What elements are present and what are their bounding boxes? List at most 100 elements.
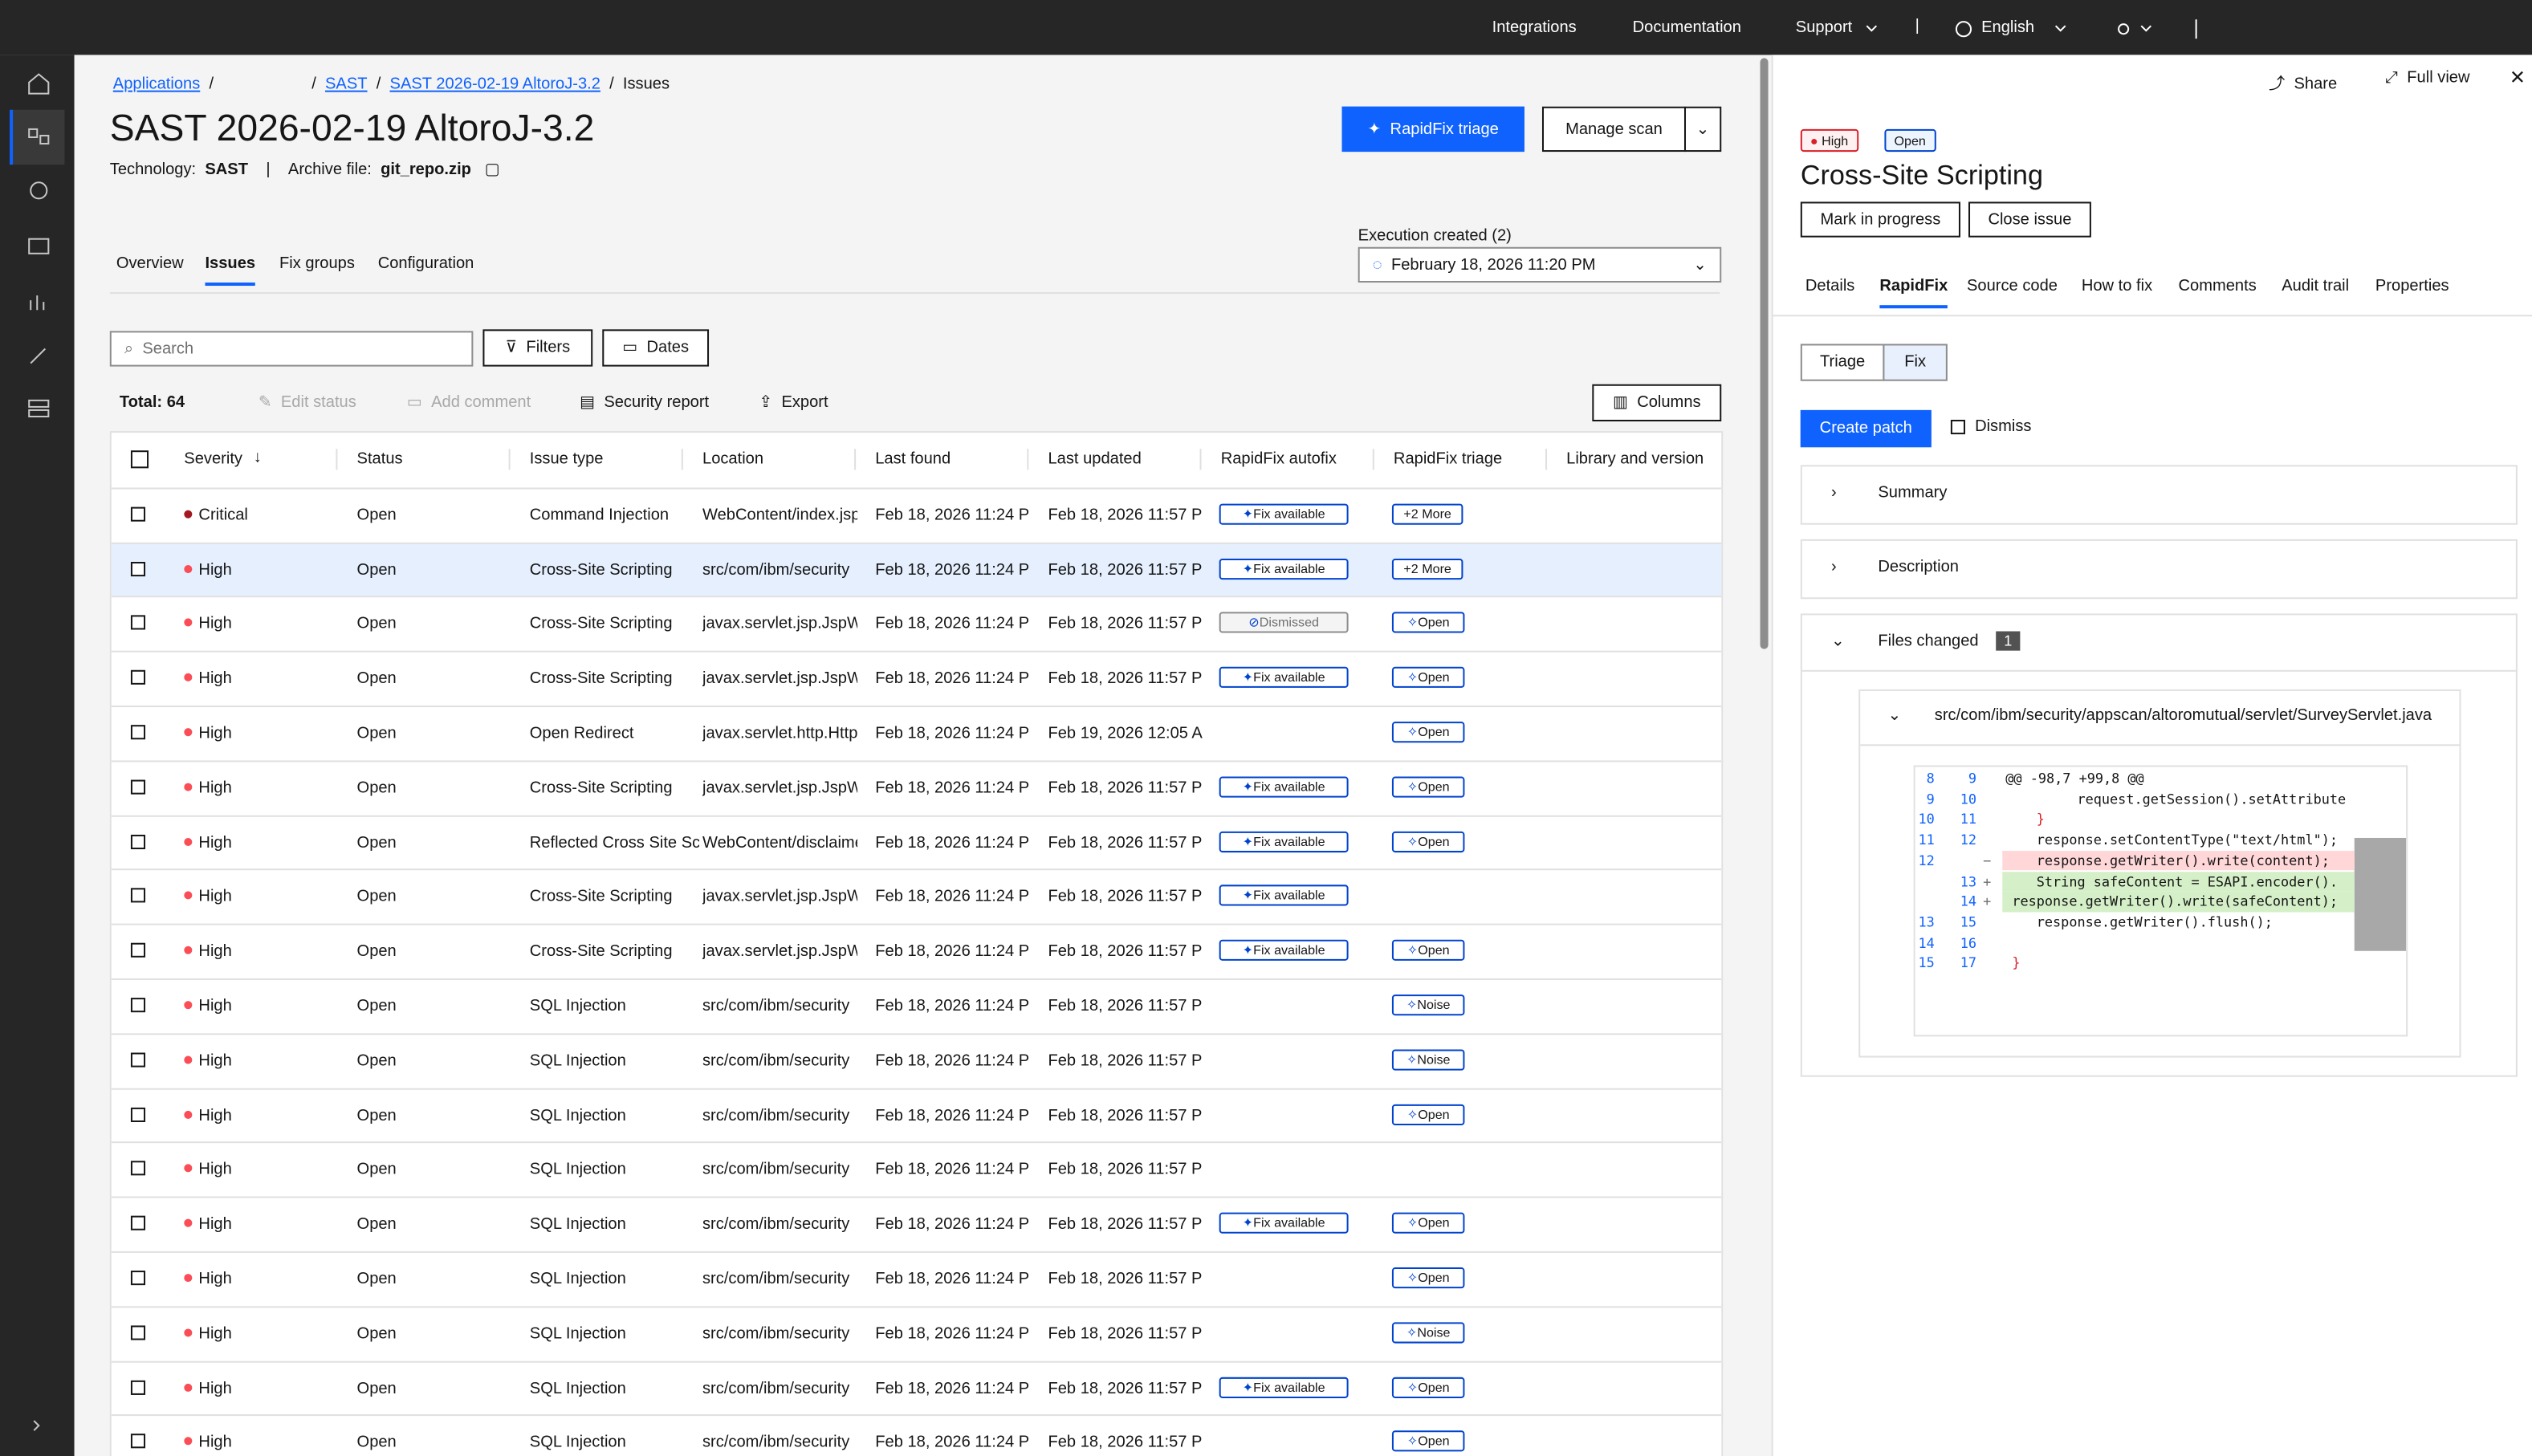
checkbox[interactable] (130, 1325, 146, 1340)
breadcrumb-link[interactable]: SAST (325, 75, 368, 94)
tab[interactable]: Properties (2375, 277, 2449, 296)
tag-text: Fix available (1253, 943, 1325, 958)
column-divider (1027, 449, 1029, 470)
tab[interactable]: Source code (1967, 277, 2058, 296)
table-row[interactable] (111, 868, 1722, 924)
nav-link[interactable]: English (1981, 19, 2035, 38)
filters-button[interactable]: ⊽ Filters (482, 329, 593, 367)
search-input[interactable]: ⌕ Search (109, 331, 474, 367)
column-header[interactable]: Last updated (1048, 450, 1142, 469)
security-report[interactable]: ▤ Security report (580, 393, 710, 412)
close[interactable]: ✕ (2509, 66, 2526, 89)
side-nav-icons[interactable] (26, 71, 51, 1444)
full-view[interactable]: ⤢ Full view (2384, 69, 2470, 87)
checkbox[interactable] (130, 450, 149, 469)
checkbox[interactable] (130, 1052, 146, 1068)
accordion-title: Summary (1878, 484, 1948, 502)
column-header[interactable]: Location (702, 450, 764, 469)
tag-text: Fix available (1253, 1216, 1325, 1231)
breadcrumb-link[interactable]: Applications (112, 75, 201, 94)
columns-button[interactable]: ▥ Columns (1592, 384, 1722, 422)
diff-highlight (2002, 891, 2355, 913)
tab[interactable]: How to fix (2081, 277, 2153, 296)
cell: SQL Injection (529, 1161, 626, 1180)
old-line-number: 9 (1926, 791, 1935, 807)
column-header[interactable]: RapidFix triage (1393, 450, 1503, 469)
checkbox[interactable] (130, 943, 146, 958)
code-line: response.getWriter().flush(); (2012, 913, 2273, 930)
execution-dropdown[interactable]: ◌ February 18, 2026 11:20 PM ⌄ (1358, 246, 1722, 283)
tab-active[interactable]: Issues (205, 255, 256, 287)
column-header[interactable]: Library and version (1566, 450, 1704, 469)
sort-icon[interactable]: ↓ (253, 449, 262, 467)
checkbox[interactable] (130, 670, 146, 685)
tab[interactable]: Comments (2178, 277, 2257, 296)
checkbox[interactable] (130, 506, 146, 522)
checkbox[interactable] (130, 998, 146, 1013)
column-header[interactable]: Severity (184, 450, 242, 469)
tab-active[interactable]: RapidFix (1879, 278, 1948, 309)
nav-link[interactable]: Documentation (1632, 19, 1741, 38)
accordion-open: ⌄ Files changed 1 ⌄ src/com/ibm/security… (1800, 613, 2518, 1077)
cell: Feb 18, 2026 11:57 PM (1048, 1271, 1203, 1289)
checkbox[interactable] (130, 779, 146, 795)
dates-button[interactable]: ▭ Dates (602, 329, 710, 367)
nav-link[interactable]: Integrations (1492, 19, 1577, 38)
column-header[interactable]: Status (356, 450, 403, 469)
checkbox[interactable] (130, 1161, 146, 1177)
status-tag: +2 More (1391, 558, 1463, 580)
checkbox[interactable] (130, 834, 146, 849)
checkbox[interactable] (130, 889, 146, 904)
status-tag: ✧ Open (1391, 722, 1465, 743)
column-header[interactable]: RapidFix autofix (1220, 450, 1337, 469)
checkbox[interactable] (130, 1107, 146, 1122)
mark-in-progress-button[interactable]: Mark in progress (1800, 201, 1960, 238)
severity-dot (184, 564, 193, 573)
tab[interactable]: Audit trail (2282, 277, 2350, 296)
tab[interactable]: Fix groups (279, 254, 355, 273)
export[interactable]: ⇪ Export (759, 393, 828, 412)
cell: javax.servlet.jsp.JspWriter (702, 889, 857, 907)
checkbox[interactable] (130, 725, 146, 740)
create-patch-button[interactable]: Create patch (1800, 409, 1932, 448)
close-issue-button[interactable]: Close issue (1968, 201, 2091, 238)
diff-highlight (2002, 850, 2355, 872)
checkbox[interactable] (130, 1380, 146, 1395)
old-line-number: 8 (1926, 770, 1935, 787)
tag-icon: ✦ (1242, 506, 1254, 522)
manage-scan-menu[interactable]: ⌄ (1683, 106, 1722, 153)
breadcrumb-link[interactable]: SAST 2026-02-19 AltoroJ-3.2 (389, 75, 600, 94)
code-line: response.getWriter().write(content); (2012, 852, 2330, 868)
manage-scan-button[interactable]: Manage scan (1541, 106, 1687, 153)
tag-text: High (1822, 132, 1849, 148)
chevron[interactable]: ⌄ (1831, 632, 1845, 651)
column-header[interactable]: Last found (875, 450, 951, 469)
checkbox[interactable] (130, 561, 146, 576)
accordion[interactable]: › Summary (1800, 465, 2518, 525)
checkbox[interactable] (130, 1434, 146, 1450)
cell: SQL Injection (529, 1052, 626, 1071)
tab[interactable]: Overview (116, 254, 184, 273)
column-divider (336, 449, 338, 470)
breadcrumb-link[interactable]: Applications / (112, 75, 214, 94)
checkbox[interactable] (130, 1271, 146, 1286)
nav-link[interactable]: Support (1795, 19, 1853, 38)
table-row[interactable] (111, 1141, 1722, 1197)
tab[interactable]: Configuration (377, 254, 474, 273)
side-nav-active[interactable] (10, 109, 65, 165)
rapidfix-triage-button[interactable]: ✦ RapidFix triage (1341, 106, 1524, 153)
accordion[interactable]: › Description (1800, 539, 2518, 600)
tag-text: Noise (1417, 998, 1451, 1013)
cell: Feb 18, 2026 11:24 PM (875, 1052, 1031, 1071)
triage-toggle[interactable]: Triage (1800, 344, 1885, 381)
checkbox[interactable] (1950, 419, 1965, 435)
fix-toggle[interactable]: Fix (1883, 344, 1948, 381)
share[interactable]: ⤴ Share (2269, 75, 2338, 94)
cell: Open (356, 889, 397, 907)
checkbox[interactable] (130, 1216, 146, 1231)
tab[interactable]: Details (1805, 277, 1855, 296)
chevron[interactable]: ⌄ (1887, 707, 1902, 726)
column-header[interactable]: Issue type (529, 450, 604, 469)
column-divider (854, 449, 857, 470)
checkbox[interactable] (130, 616, 146, 631)
